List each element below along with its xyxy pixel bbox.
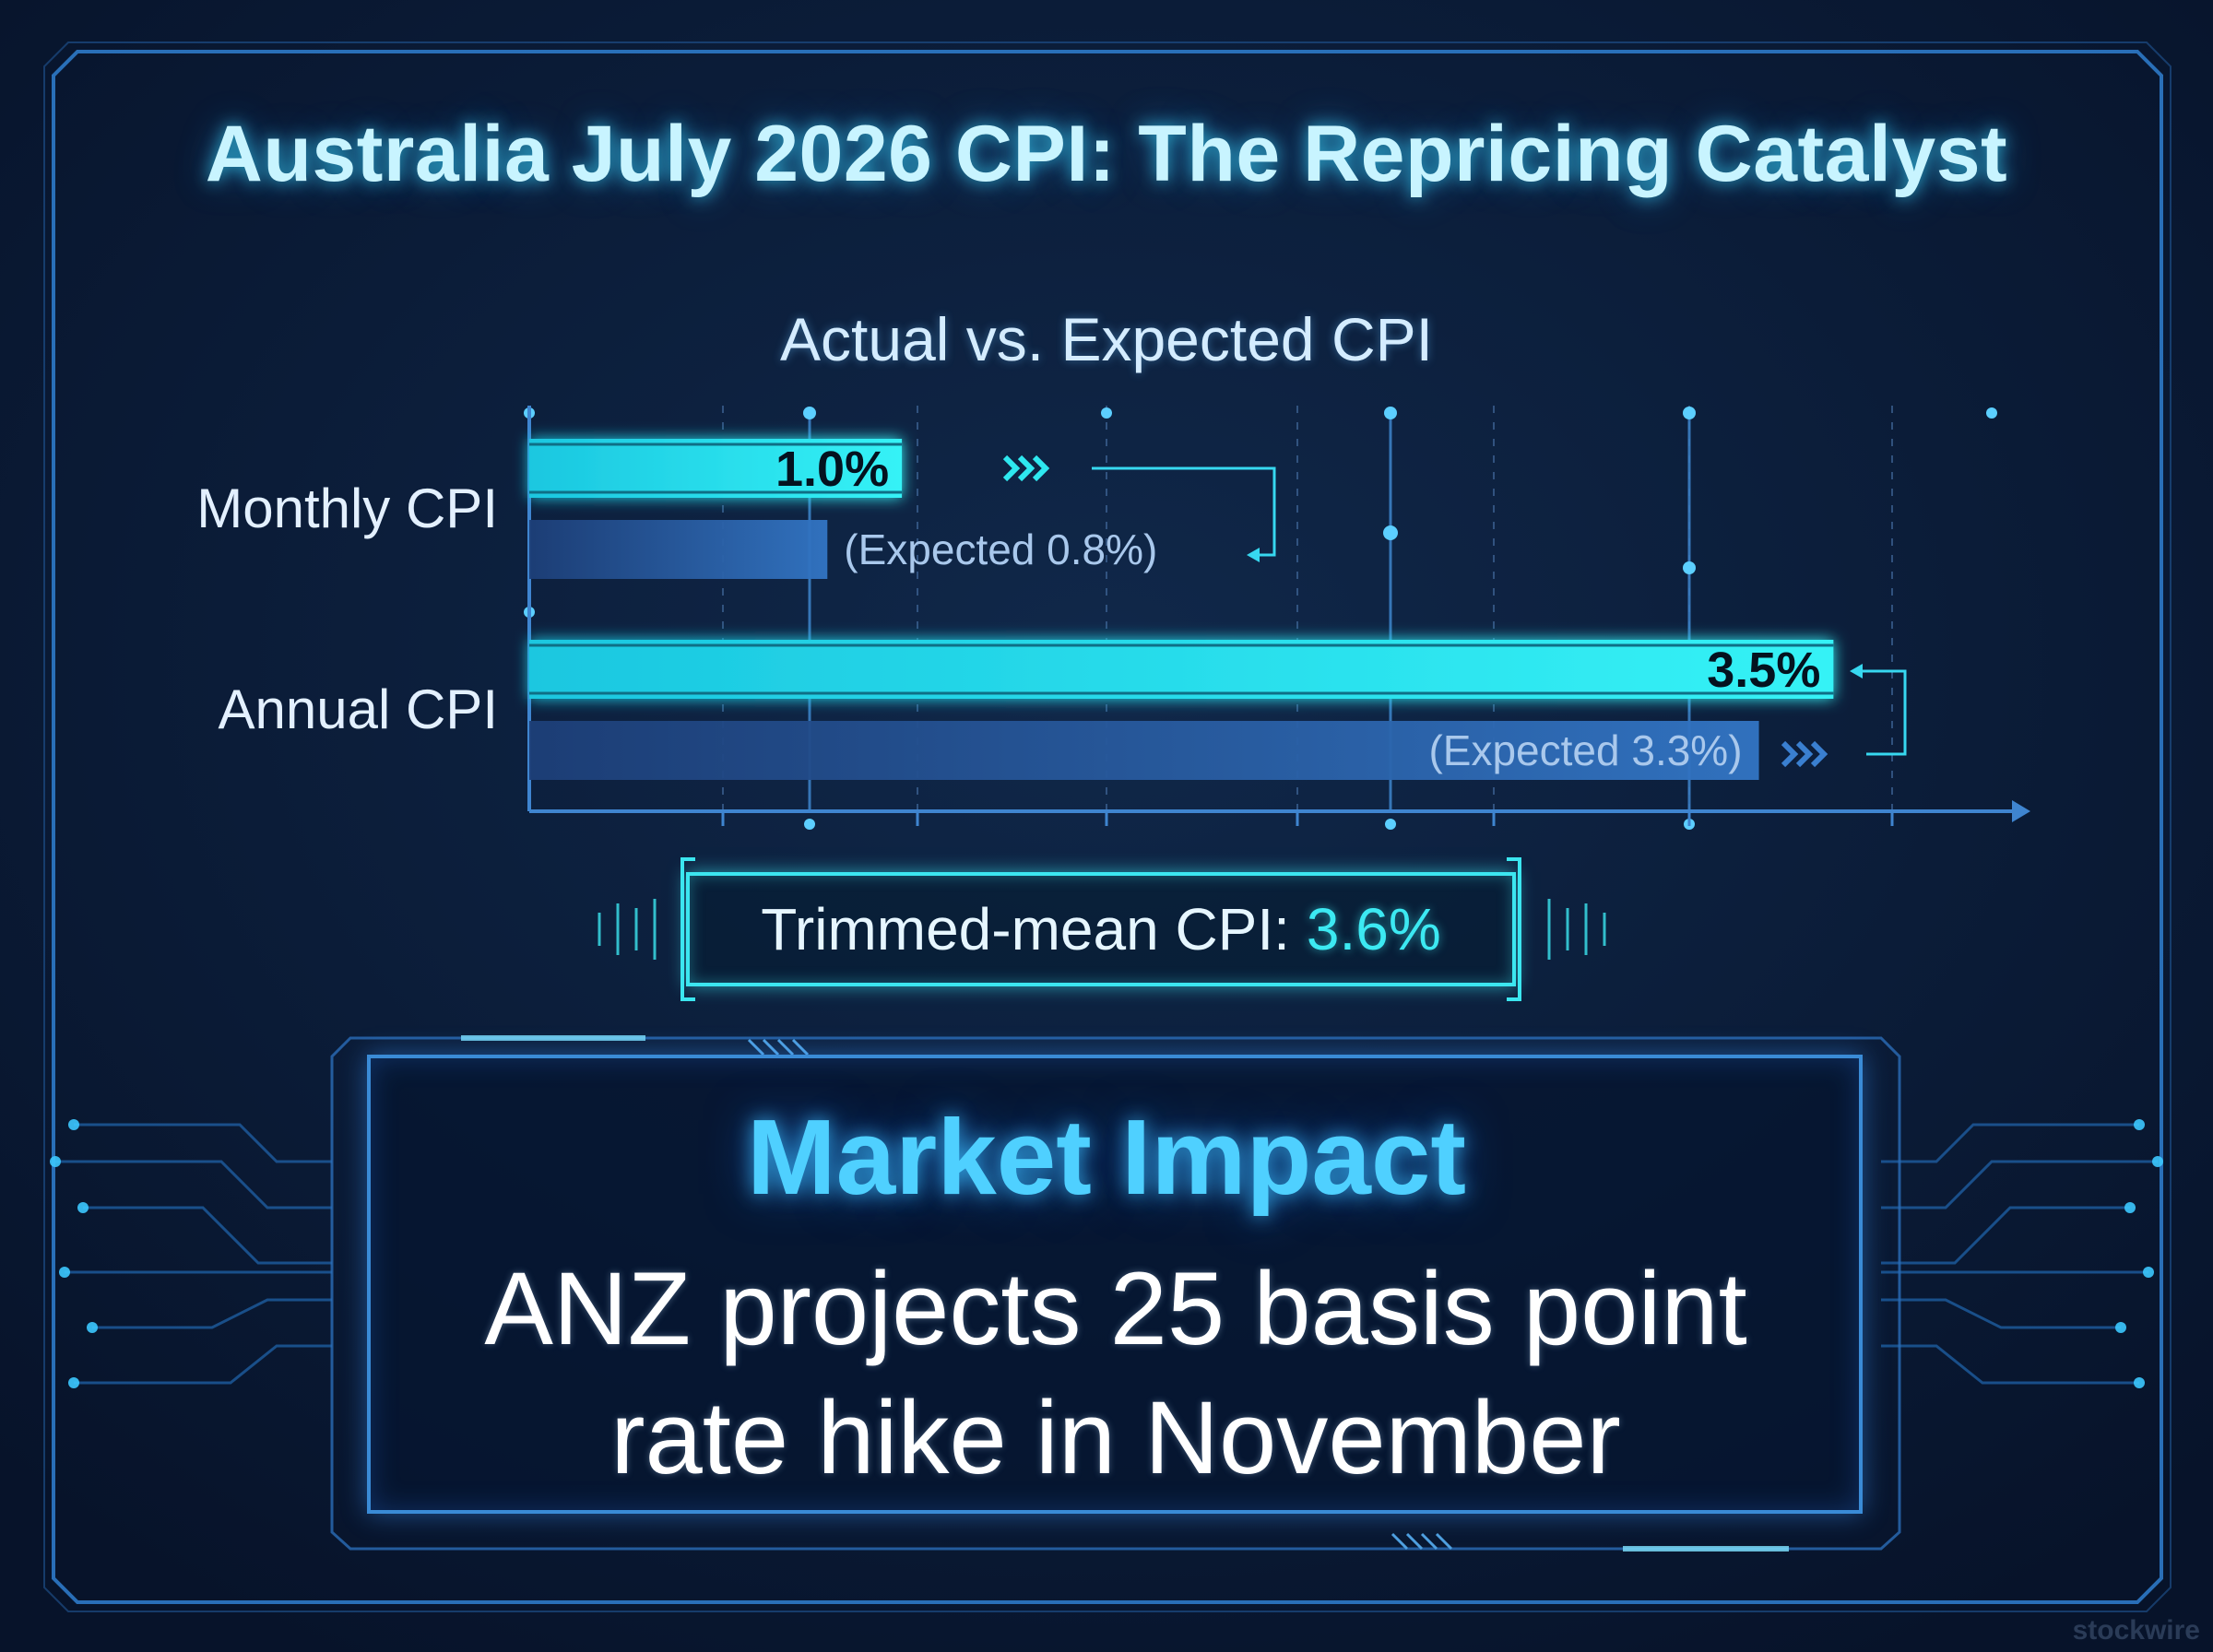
accent-dot (1986, 407, 1997, 419)
trimmed-mean-value: 3.6% (1306, 896, 1441, 962)
connector-arrow (1092, 466, 1276, 557)
bar-actual-value-label: 1.0% (775, 442, 889, 497)
watermark: stockwire (2072, 1615, 2200, 1646)
accent-dot (1383, 525, 1398, 540)
accent-dot (803, 407, 816, 419)
accent-dot (1683, 561, 1696, 574)
trimmed-mean-label: Trimmed-mean CPI: (761, 896, 1290, 962)
bar-expected (529, 721, 1759, 780)
chevron-icon (1017, 454, 1035, 482)
accent-dot (1384, 407, 1397, 419)
chevron-icon (1002, 454, 1021, 482)
accent-dot (1385, 819, 1396, 830)
bar-expected (529, 520, 828, 579)
bar-expected-value-label: (Expected 3.3%) (1428, 726, 1742, 774)
category-label: Monthly CPI (196, 478, 498, 539)
bar-actual-value-label: 3.5% (1707, 643, 1820, 698)
market-impact-heading: Market Impact (746, 1097, 1467, 1217)
market-impact-panel (367, 1055, 1863, 1514)
x-axis-arrow (2012, 800, 2030, 822)
chevron-icon (1032, 454, 1050, 482)
connector-arrowhead (1850, 664, 1863, 678)
accent-dot (1101, 407, 1112, 419)
bar-actual (529, 640, 1834, 699)
connector-arrowhead (1247, 548, 1260, 562)
chevron-icon (1810, 740, 1828, 768)
accent-dot (1683, 407, 1696, 419)
chart-title: Actual vs. Expected CPI (780, 305, 1433, 373)
page-title: Australia July 2026 CPI: The Repricing C… (205, 110, 2008, 198)
chevron-icon (1781, 740, 1799, 768)
trimmed-mean-badge: Trimmed-mean CPI: 3.6% (686, 872, 1516, 986)
bar-actual (529, 439, 903, 498)
market-impact-text: ANZ projects 25 basis point rate hike in… (484, 1251, 1747, 1495)
chevron-icon (1795, 740, 1814, 768)
category-label: Annual CPI (218, 678, 498, 740)
accent-dot (804, 819, 815, 830)
bar-expected-value-label: (Expected 0.8%) (844, 525, 1157, 573)
connector-arrow (1859, 669, 1907, 756)
